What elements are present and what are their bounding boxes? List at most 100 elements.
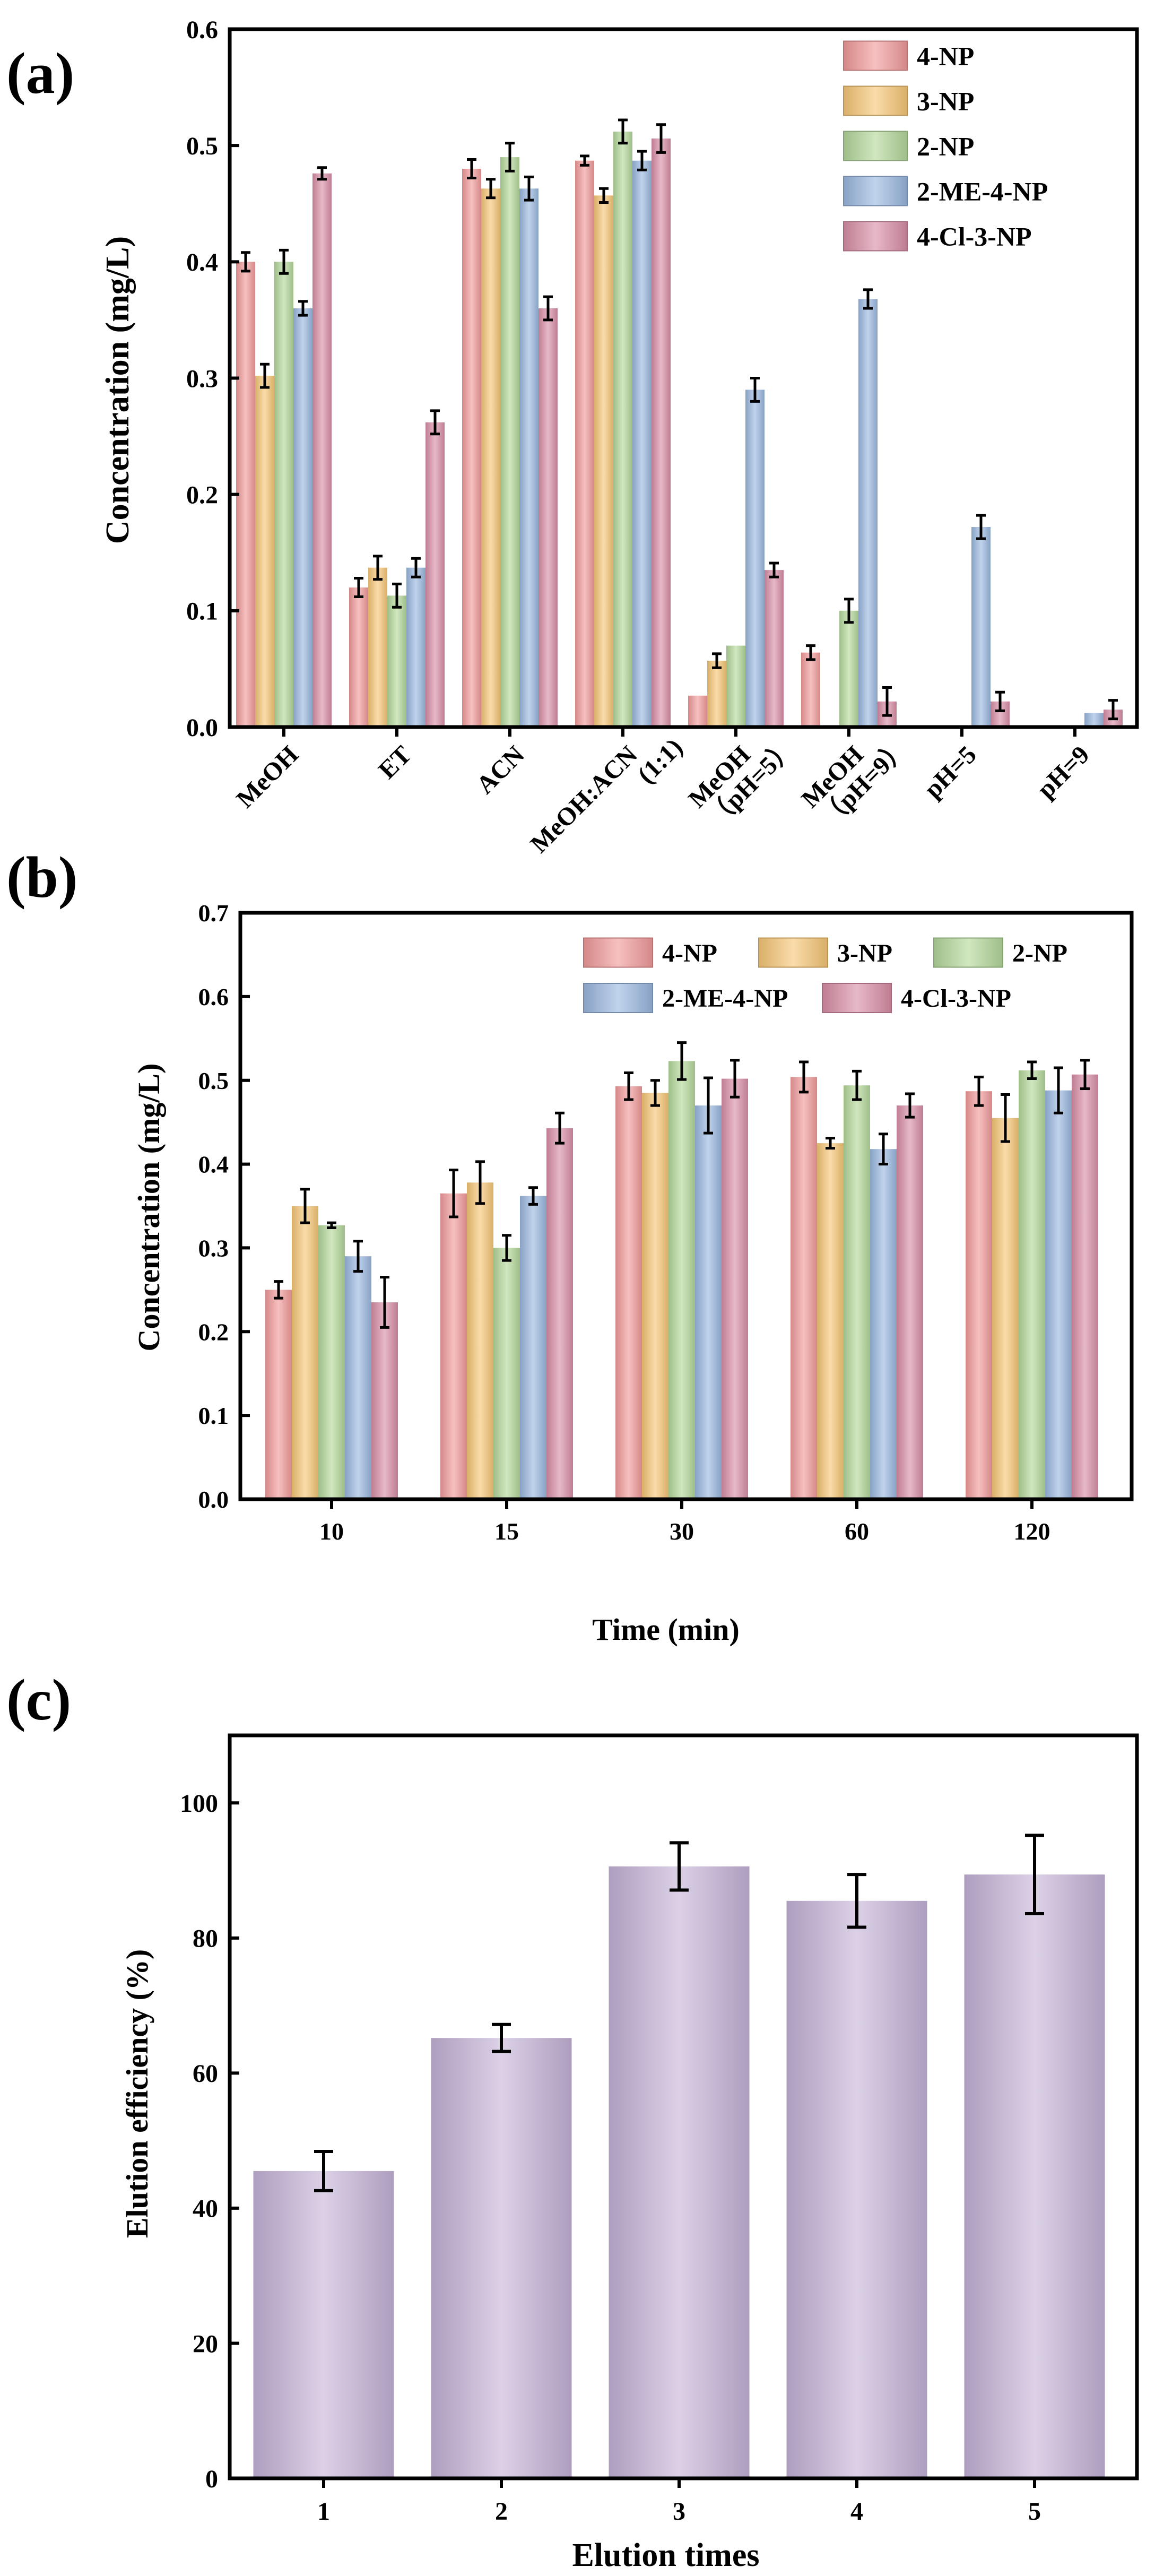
b-errorbar-3-np-3 bbox=[650, 1079, 660, 1107]
b-bar-4-cl-3-np-1 bbox=[371, 1302, 398, 1499]
b-legend-swatch bbox=[583, 937, 653, 968]
b-bar-2-me-4-np-2 bbox=[520, 1196, 546, 1499]
a-errorbar-2-np-4 bbox=[618, 118, 628, 145]
a-errorbar-4-cl-3-np-1 bbox=[317, 166, 327, 181]
b-legend-item-2-me-4-np: 2-ME-4-NP bbox=[583, 983, 788, 1013]
b-bar-2-np-3 bbox=[668, 1061, 695, 1499]
a-errorbar-2-me-4-np-2 bbox=[411, 557, 421, 578]
a-bar-2-np-2 bbox=[387, 595, 406, 727]
a-bar-4-cl-3-np-4 bbox=[652, 139, 671, 727]
panel-b-x-ticks: 10 15 30 60 120 bbox=[319, 1499, 1050, 1545]
b-errorbar-3-np-1 bbox=[300, 1188, 310, 1224]
b-bar-2-np-1 bbox=[318, 1225, 345, 1499]
b-bar-4-cl-3-np-2 bbox=[546, 1128, 573, 1499]
b-errorbar-4-cl-3-np-1 bbox=[380, 1276, 389, 1329]
b-bar-4-np-2 bbox=[440, 1193, 467, 1499]
c-y-tick-label: 0 bbox=[205, 2465, 218, 2493]
b-legend-label: 4-NP bbox=[662, 939, 717, 967]
a-bar-2-me-4-np-7 bbox=[971, 527, 991, 727]
a-legend-label: 2-ME-4-NP bbox=[917, 177, 1048, 206]
a-errorbar-2-np-6 bbox=[844, 598, 854, 624]
panel-c-bars bbox=[253, 1834, 1105, 2478]
a-errorbar-3-np-1 bbox=[260, 362, 270, 389]
a-x-tick-label: ET bbox=[373, 740, 417, 784]
c-y-tick-label: 60 bbox=[193, 2060, 218, 2088]
a-errorbar-4-cl-3-np-5 bbox=[769, 561, 779, 578]
b-bar-4-cl-3-np-4 bbox=[897, 1105, 923, 1499]
panel-a-x-ticks: MeOH ET ACNMeOH:ACN(1:1)MeOH（pH=5）MeOH（pH=… bbox=[231, 727, 1095, 859]
a-y-tick-label: 0.1 bbox=[186, 598, 218, 626]
a-legend-swatch bbox=[843, 131, 908, 161]
a-errorbar-3-np-2 bbox=[373, 555, 383, 581]
a-errorbar-4-cl-3-np-8 bbox=[1108, 699, 1118, 721]
a-bar-2-np-1 bbox=[274, 262, 293, 727]
a-errorbar-3-np-3 bbox=[486, 178, 496, 200]
b-errorbar-2-np-2 bbox=[502, 1234, 511, 1262]
b-bar-4-cl-3-np-5 bbox=[1072, 1074, 1098, 1499]
b-x-tick-label: 60 bbox=[845, 1518, 869, 1545]
b-errorbar-2-me-4-np-2 bbox=[528, 1186, 538, 1206]
a-errorbar-4-cl-3-np-4 bbox=[656, 123, 666, 154]
a-bar-2-me-4-np-1 bbox=[293, 308, 312, 727]
a-errorbar-2-me-4-np-3 bbox=[524, 175, 534, 202]
b-errorbar-2-np-1 bbox=[327, 1221, 336, 1230]
b-x-tick-label: 30 bbox=[670, 1518, 694, 1545]
b-errorbar-2-me-4-np-5 bbox=[1054, 1066, 1063, 1114]
a-legend-label: 2-NP bbox=[917, 132, 974, 161]
panel-c: (c) Elution efficiency (%) 020406080100 … bbox=[6, 1667, 1139, 2573]
a-legend-item-2-np: 2-NP bbox=[843, 131, 974, 161]
a-errorbar-2-np-3 bbox=[505, 142, 515, 172]
a-legend-label: 4-Cl-3-NP bbox=[917, 222, 1032, 252]
panel-c-label: (c) bbox=[6, 1667, 71, 1732]
b-legend-swatch bbox=[822, 983, 892, 1013]
a-bar-3-np-4 bbox=[594, 195, 613, 727]
b-bar-3-np-1 bbox=[292, 1206, 318, 1499]
a-errorbar-4-cl-3-np-6 bbox=[882, 686, 892, 717]
b-bar-3-np-4 bbox=[817, 1143, 844, 1499]
a-bar-4-np-3 bbox=[462, 169, 481, 727]
b-legend-item-4-cl-3-np: 4-Cl-3-NP bbox=[822, 983, 1011, 1013]
c-x-tick-label: 3 bbox=[673, 2497, 685, 2526]
b-legend-item-2-np: 2-NP bbox=[933, 937, 1067, 968]
a-legend-item-4-cl-3-np: 4-Cl-3-NP bbox=[843, 221, 1032, 252]
a-legend-swatch bbox=[843, 176, 908, 206]
c-bar-elution-efficiency-5 bbox=[964, 1874, 1105, 2478]
a-bar-2-me-4-np-5 bbox=[745, 390, 765, 727]
panel-c-x-ticks: 1 2 3 4 5 bbox=[317, 2478, 1041, 2526]
a-errorbar-4-np-2 bbox=[354, 576, 363, 599]
b-errorbar-4-cl-3-np-2 bbox=[555, 1111, 565, 1145]
a-legend-item-4-np: 4-NP bbox=[843, 40, 974, 71]
b-bar-2-me-4-np-1 bbox=[345, 1256, 371, 1499]
b-bar-4-np-4 bbox=[791, 1077, 817, 1499]
c-x-tick-label: 2 bbox=[495, 2497, 508, 2526]
panel-a-bars bbox=[236, 118, 1123, 728]
b-y-tick-label: 0.4 bbox=[198, 1151, 229, 1178]
a-bar-4-cl-3-np-2 bbox=[425, 422, 445, 727]
c-errorbar-elution-efficiency-3 bbox=[670, 1841, 689, 1892]
a-errorbar-3-np-5 bbox=[712, 652, 722, 669]
b-bar-2-np-5 bbox=[1019, 1070, 1045, 1499]
b-legend-label: 4-Cl-3-NP bbox=[901, 984, 1011, 1013]
panel-c-x-axis-title: Elution times bbox=[572, 2537, 759, 2573]
c-y-tick-label: 100 bbox=[180, 1790, 218, 1818]
a-legend-item-2-me-4-np: 2-ME-4-NP bbox=[843, 176, 1048, 206]
a-bar-4-cl-3-np-5 bbox=[765, 570, 784, 727]
b-errorbar-2-me-4-np-1 bbox=[353, 1240, 363, 1273]
a-errorbar-2-me-4-np-7 bbox=[976, 514, 986, 540]
a-x-tick-label: ACN bbox=[471, 740, 530, 799]
panel-b-frame bbox=[238, 911, 1134, 1501]
c-errorbar-elution-efficiency-5 bbox=[1025, 1834, 1044, 1915]
c-errorbar-elution-efficiency-2 bbox=[492, 2022, 511, 2053]
b-legend-label: 3-NP bbox=[837, 939, 892, 967]
a-errorbar-4-cl-3-np-7 bbox=[995, 690, 1005, 712]
a-errorbar-2-me-4-np-5 bbox=[750, 377, 760, 403]
a-errorbar-4-np-3 bbox=[467, 158, 476, 180]
b-x-tick-label: 120 bbox=[1014, 1518, 1050, 1545]
a-errorbar-2-np-1 bbox=[279, 248, 289, 275]
b-errorbar-2-np-4 bbox=[852, 1069, 862, 1101]
a-bar-3-np-3 bbox=[481, 188, 500, 727]
a-y-tick-label: 0.5 bbox=[186, 132, 218, 160]
b-errorbar-3-np-2 bbox=[475, 1160, 485, 1205]
a-errorbar-3-np-4 bbox=[599, 187, 609, 204]
panel-a-label: (a) bbox=[6, 41, 74, 106]
